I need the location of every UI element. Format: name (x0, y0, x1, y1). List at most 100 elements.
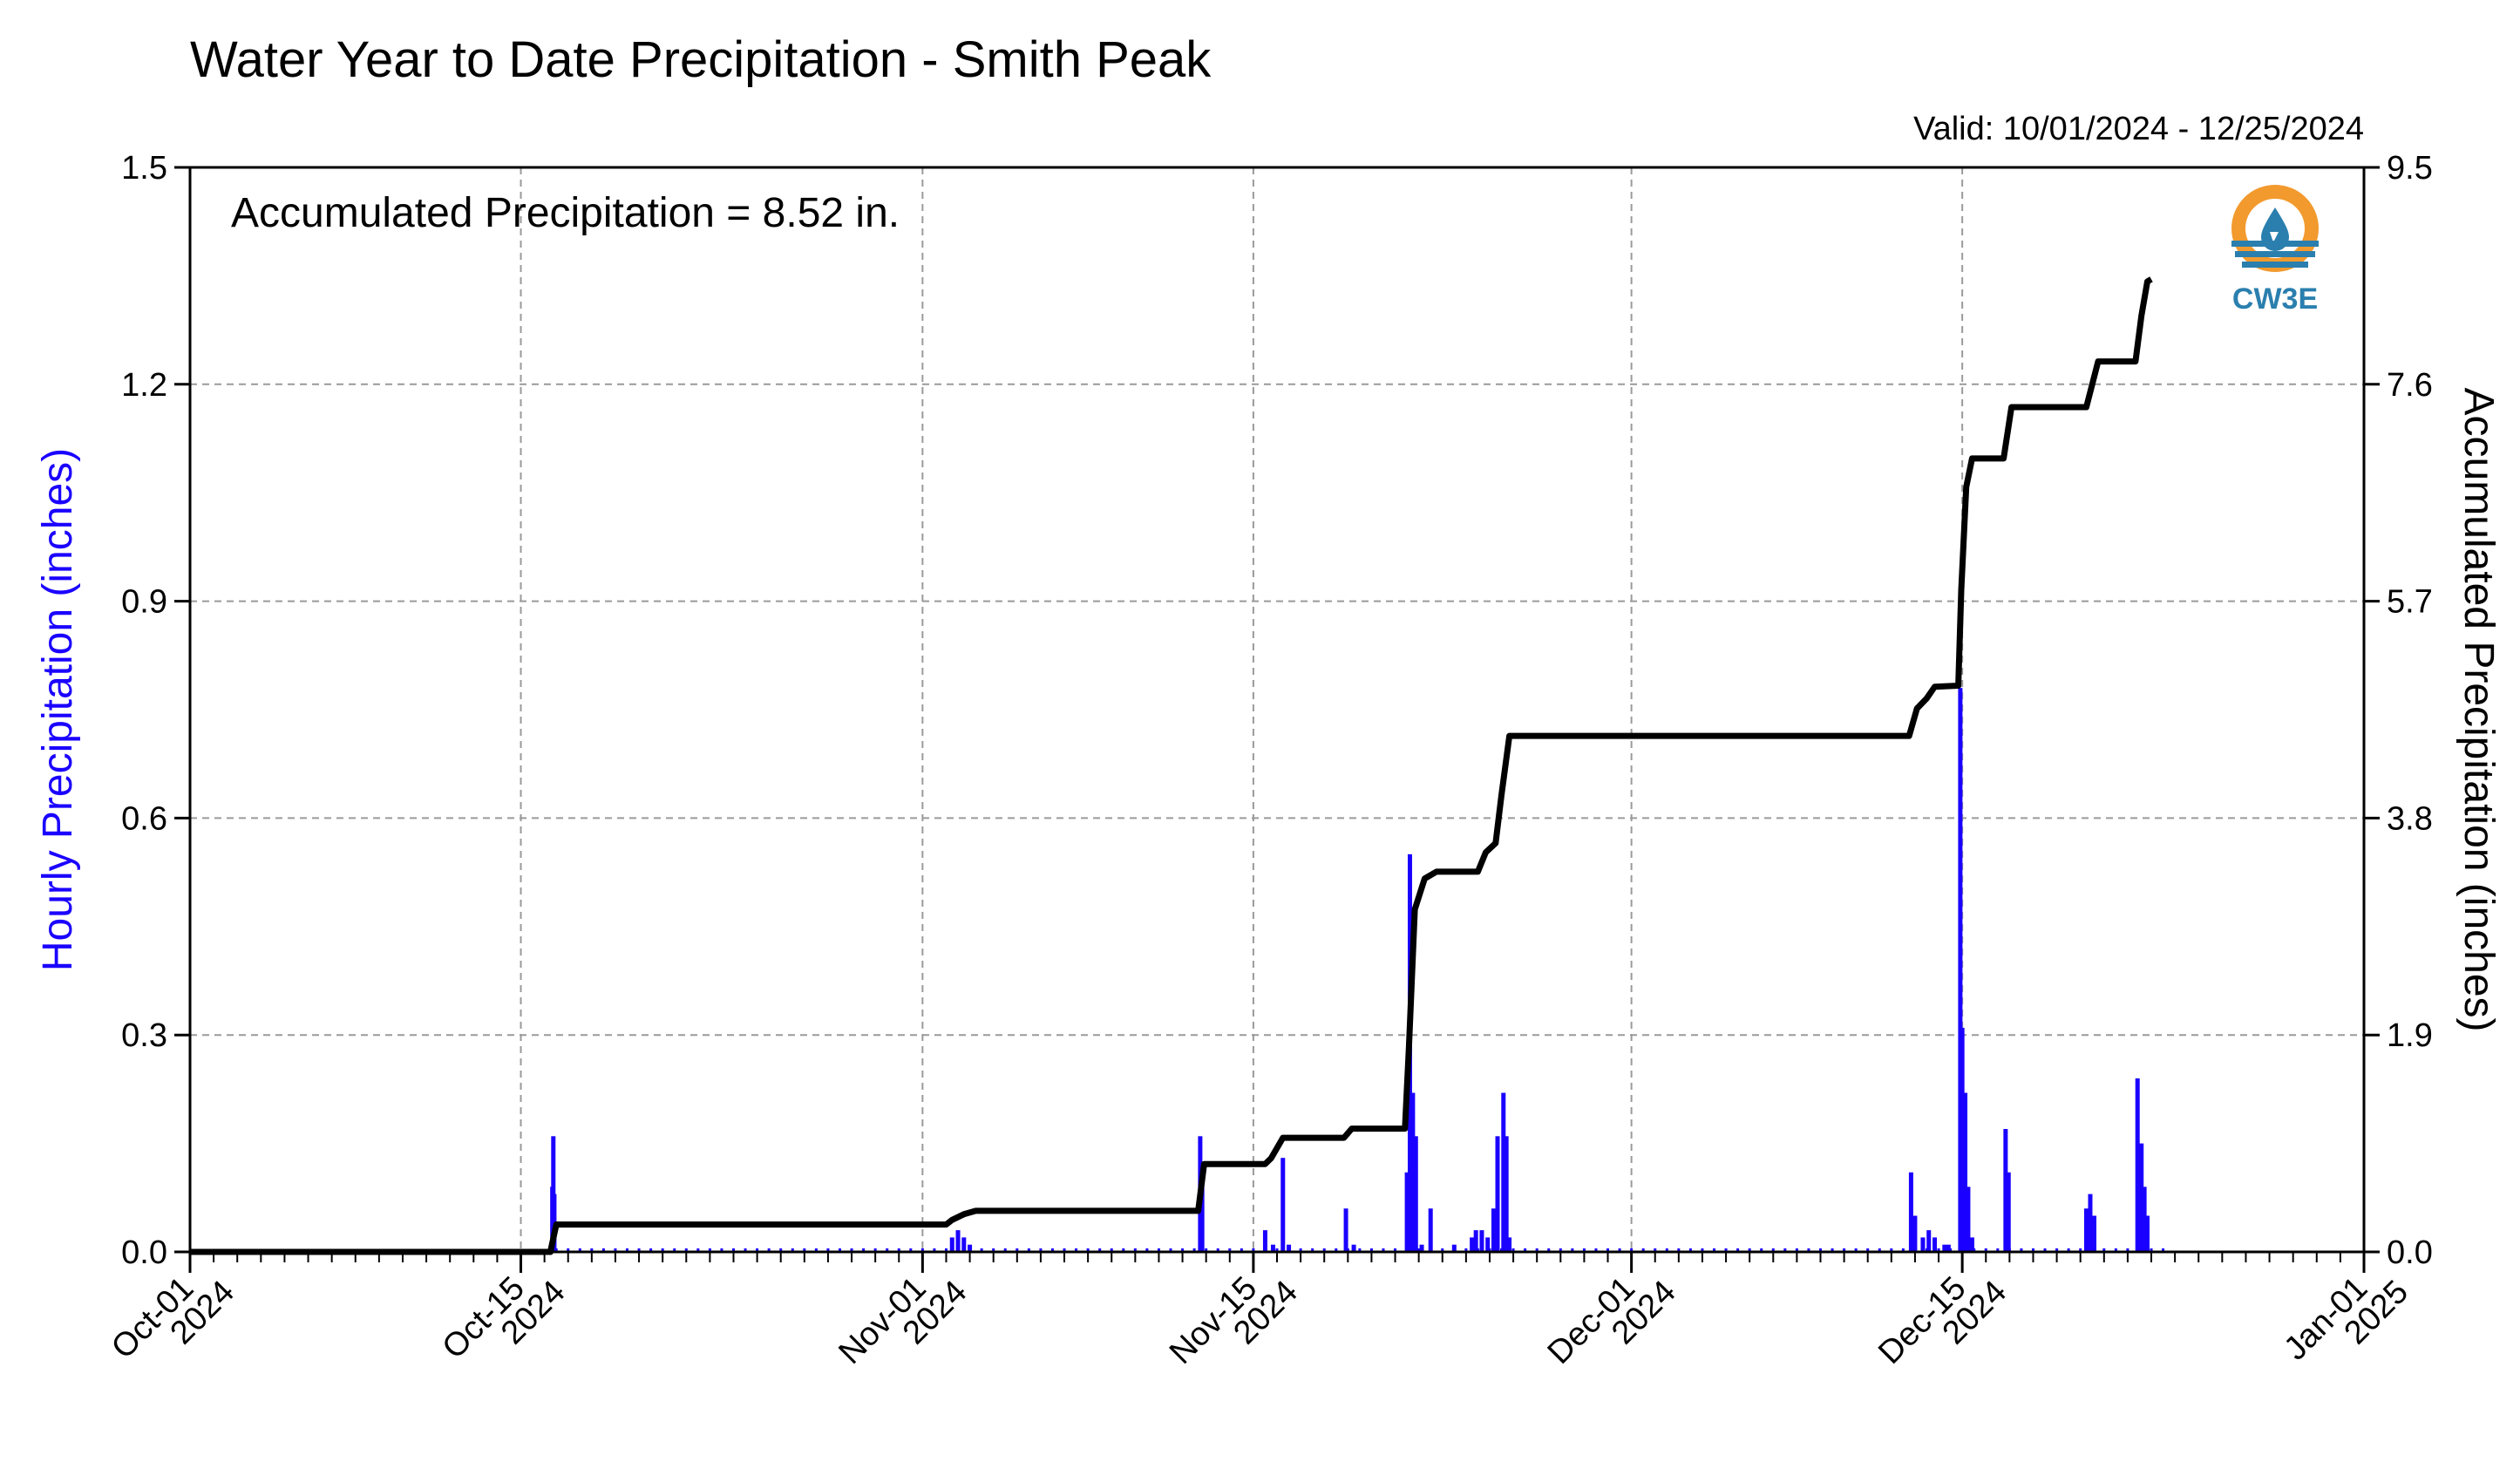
hourly-trace-bar (1346, 1248, 1349, 1252)
hourly-bar (1287, 1244, 1292, 1252)
grid-lines (190, 167, 2364, 1252)
hourly-trace-bar (1322, 1248, 1326, 1252)
hourly-bar (1262, 1230, 1267, 1252)
hourly-bar (1491, 1208, 1496, 1252)
hourly-bar (1958, 688, 1963, 1252)
hourly-trace-bar (1133, 1248, 1137, 1252)
hourly-bar (2142, 1187, 2147, 1252)
hourly-trace-bar (1547, 1248, 1551, 1252)
hourly-trace-bar (1122, 1248, 1125, 1252)
hourly-trace-bar (720, 1248, 723, 1252)
hourly-trace-bar (684, 1248, 688, 1252)
hourly-trace-bar (1358, 1248, 1362, 1252)
left-tick-label: 1.5 (121, 150, 167, 187)
plot-frame (188, 166, 2366, 1254)
hourly-trace-bar (554, 1248, 558, 1252)
hourly-bar (1470, 1237, 1475, 1252)
hourly-trace-bar (1003, 1248, 1007, 1252)
hourly-trace-bar (1169, 1248, 1172, 1252)
hourly-bar (961, 1237, 967, 1252)
hourly-trace-bar (1677, 1248, 1681, 1252)
hourly-trace-bar (1075, 1248, 1078, 1252)
hourly-trace-bar (1688, 1248, 1692, 1252)
hourly-bar (1351, 1244, 1356, 1252)
hourly-trace-bar (779, 1248, 783, 1252)
hourly-trace-bar (980, 1248, 983, 1252)
hourly-trace-bar (1594, 1248, 1598, 1252)
hourly-trace-bar (1807, 1248, 1810, 1252)
hourly-bar (1942, 1244, 1947, 1252)
hourly-trace-bar (1760, 1248, 1763, 1252)
hourly-trace-bar (1228, 1248, 1232, 1252)
hourly-trace-bar (1535, 1248, 1538, 1252)
left-axis-label: Hourly Precipitation (inches) (35, 448, 81, 971)
hourly-trace-bar (626, 1248, 629, 1252)
hourly-trace-bar (732, 1248, 735, 1252)
right-tick-label: 3.8 (2387, 800, 2433, 837)
hourly-trace-bar (1335, 1248, 1338, 1252)
right-tick-label: 5.7 (2387, 584, 2433, 621)
hourly-trace-bar (1783, 1248, 1787, 1252)
hourly-bar (1413, 1136, 1418, 1252)
hourly-trace-bar (1311, 1248, 1314, 1252)
hourly-bar (2083, 1208, 2089, 1252)
hourly-trace-bar (920, 1248, 924, 1252)
hourly-trace-bar (1582, 1248, 1586, 1252)
hourly-trace-bar (2137, 1248, 2141, 1252)
hourly-trace-bar (1795, 1248, 1798, 1252)
left-tick-label: 0.9 (121, 584, 167, 621)
hourly-bar (1419, 1244, 1424, 1252)
hourly-trace-bar (2031, 1248, 2034, 1252)
hourly-trace-bar (1724, 1248, 1728, 1252)
hourly-bar (1428, 1208, 1433, 1252)
hourly-bar (2088, 1193, 2093, 1252)
hourly-trace-bar (756, 1248, 759, 1252)
hourly-trace-bar (1701, 1248, 1704, 1252)
hourly-trace-bar (2079, 1248, 2082, 1252)
right-tick-label: 1.9 (2387, 1017, 2433, 1054)
hourly-trace-bar (1866, 1248, 1870, 1252)
hourly-trace-bar (1086, 1248, 1090, 1252)
hourly-trace-bar (791, 1248, 794, 1252)
hourly-bar (1199, 1187, 1205, 1252)
logo-wave-1 (2231, 241, 2319, 247)
logo-wave-2 (2235, 251, 2315, 257)
hourly-trace-bar (968, 1248, 972, 1252)
hourly-trace-bar (1901, 1248, 1905, 1252)
hourly-trace-bar (1464, 1248, 1468, 1252)
hourly-bar (2145, 1215, 2150, 1252)
hourly-trace-bar (1654, 1248, 1657, 1252)
hourly-trace-bar (696, 1248, 700, 1252)
right-tick-label: 9.5 (2387, 150, 2433, 187)
hourly-trace-bar (1145, 1248, 1149, 1252)
hourly-bar (1969, 1237, 1974, 1252)
hourly-trace-bar (1027, 1248, 1030, 1252)
hourly-trace-bar (909, 1248, 913, 1252)
hourly-trace-bar (578, 1248, 581, 1252)
hourly-trace-bar (1452, 1248, 1456, 1252)
logo-wave-3 (2242, 262, 2308, 268)
hourly-bar (1404, 1172, 1409, 1252)
hourly-trace-bar (744, 1248, 747, 1252)
hourly-trace-bar (1369, 1248, 1373, 1252)
hourly-trace-bar (1417, 1248, 1421, 1252)
hourly-trace-bar (850, 1248, 853, 1252)
hourly-trace-bar (1996, 1248, 2000, 1252)
hourly-trace-bar (1063, 1248, 1066, 1252)
hourly-trace-bar (1405, 1248, 1409, 1252)
hourly-trace-bar (1748, 1248, 1751, 1252)
hourly-trace-bar (862, 1248, 866, 1252)
hourly-bar (1410, 1092, 1416, 1252)
axes: 0.0 0.3 0.6 0.9 1.2 1.5 0.0 1.9 3.8 5.7 7.6 9.5 Oct-… (105, 150, 2433, 1371)
hourly-trace-bar (1240, 1248, 1243, 1252)
right-tick-label: 0.0 (2387, 1234, 2433, 1271)
chart-title: Water Year to Date Precipitation - Smith… (190, 31, 1212, 88)
hourly-bar (955, 1230, 961, 1252)
hourly-bar (1473, 1230, 1478, 1252)
hourly-trace-bar (873, 1248, 877, 1252)
hourly-trace-bar (992, 1248, 995, 1252)
